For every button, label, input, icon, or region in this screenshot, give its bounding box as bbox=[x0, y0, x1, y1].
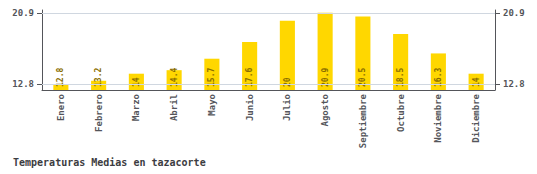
svg-text:Abril: Abril bbox=[169, 94, 179, 121]
svg-text:14.4: 14.4 bbox=[169, 67, 179, 87]
svg-text:14: 14 bbox=[132, 77, 141, 87]
svg-text:14: 14 bbox=[472, 77, 481, 87]
svg-text:20.9: 20.9 bbox=[320, 67, 330, 87]
svg-text:20: 20 bbox=[283, 77, 292, 87]
svg-text:20.9: 20.9 bbox=[12, 8, 34, 18]
svg-text:12.8: 12.8 bbox=[503, 79, 525, 89]
svg-text:Junio: Junio bbox=[245, 94, 255, 121]
svg-text:12.8: 12.8 bbox=[56, 67, 66, 87]
svg-text:16.3: 16.3 bbox=[433, 67, 443, 87]
svg-text:18.5: 18.5 bbox=[396, 67, 406, 87]
svg-text:Julio: Julio bbox=[282, 94, 292, 121]
svg-text:Febrero: Febrero bbox=[94, 94, 104, 132]
svg-text:20.9: 20.9 bbox=[503, 8, 525, 18]
svg-text:Marzo: Marzo bbox=[131, 94, 141, 121]
svg-text:17.6: 17.6 bbox=[245, 67, 255, 87]
svg-text:15.7: 15.7 bbox=[207, 67, 217, 87]
svg-text:Octubre: Octubre bbox=[396, 93, 406, 132]
svg-text:20.5: 20.5 bbox=[358, 67, 368, 87]
svg-text:12.8: 12.8 bbox=[12, 79, 34, 89]
svg-text:13.2: 13.2 bbox=[94, 67, 104, 87]
svg-text:Noviembre: Noviembre bbox=[433, 93, 443, 142]
svg-text:Agosto: Agosto bbox=[320, 94, 330, 127]
svg-text:Enero: Enero bbox=[56, 94, 66, 121]
svg-text:Temperaturas Medias en tazacor: Temperaturas Medias en tazacorte bbox=[13, 157, 206, 168]
svg-text:Septiembre: Septiembre bbox=[358, 93, 368, 148]
svg-text:Mayo: Mayo bbox=[207, 94, 217, 116]
svg-text:Diciembre: Diciembre bbox=[471, 93, 481, 142]
